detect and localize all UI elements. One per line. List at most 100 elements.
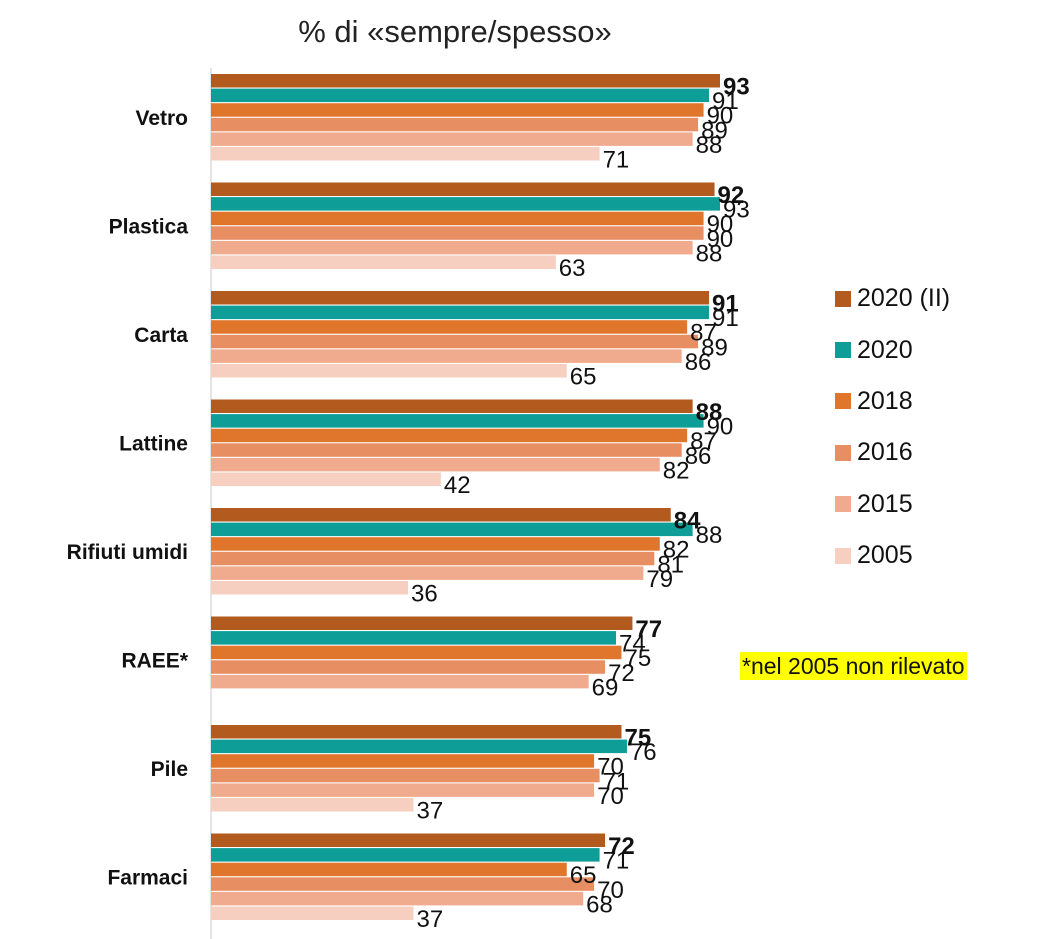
bar-vetro-2005 [211, 147, 600, 161]
value-label-pile-2020: 76 [630, 739, 657, 766]
category-label-carta: Carta [134, 324, 188, 347]
value-label-lattine-2020: 90 [707, 414, 734, 441]
category-label-farmaci: Farmaci [107, 866, 188, 889]
value-labels-layer: 9391908988719293909088639191878986658890… [411, 74, 750, 934]
legend-item-2020-ii: 2020 (II) [835, 273, 950, 324]
category-label-rifiuti-umidi: Rifiuti umidi [67, 541, 188, 564]
value-label-pile-2016: 71 [603, 768, 630, 795]
legend-label: 2016 [857, 438, 913, 467]
value-label-lattine-2020-ii: 88 [696, 399, 723, 426]
value-label-vetro-2015: 88 [696, 132, 723, 159]
bar-plastica-2018 [211, 211, 704, 226]
chart-title: % di «sempre/spesso» [298, 14, 612, 49]
bar-vetro-2016 [211, 117, 699, 132]
bar-plastica-2005 [211, 255, 556, 269]
value-label-pile-2018: 70 [597, 754, 624, 781]
bar-carta-2020-ii [211, 291, 710, 305]
legend-label: 2015 [857, 489, 913, 518]
value-label-carta-2020: 91 [712, 305, 739, 332]
bar-raee-2020-ii [211, 616, 633, 630]
bar-rifiuti-umidi-2016 [211, 551, 655, 566]
value-label-rifiuti-umidi-2016: 81 [657, 551, 684, 578]
bar-pile-2015 [211, 783, 595, 797]
value-label-vetro-2020-ii: 93 [723, 74, 750, 101]
value-label-plastica-2015: 88 [696, 240, 723, 267]
category-label-pile: Pile [151, 758, 188, 781]
bar-lattine-2020 [211, 414, 704, 428]
bars-layer [211, 74, 720, 920]
bar-lattine-2018 [211, 428, 688, 443]
bar-pile-2005 [211, 798, 414, 812]
bar-rifiuti-umidi-2005 [211, 581, 409, 595]
bar-pile-2020-ii [211, 725, 622, 739]
category-labels-layer: Vetro Plastica Carta Lattine Rifiuti umidi RA… [67, 107, 189, 889]
bar-pile-2018 [211, 754, 595, 768]
bar-pile-2016 [211, 768, 600, 783]
bar-farmaci-2016 [211, 877, 595, 891]
legend-item-2018: 2018 [835, 376, 950, 427]
value-label-vetro-2020: 91 [712, 88, 739, 115]
legend-swatch [835, 342, 851, 359]
value-label-farmaci-2018: 65 [570, 862, 597, 889]
value-label-farmaci-2020: 71 [603, 848, 630, 875]
value-label-vetro-2016: 89 [701, 117, 728, 144]
legend-item-2015: 2015 [835, 479, 950, 530]
value-label-vetro-2005: 71 [603, 147, 630, 174]
value-label-farmaci-2015: 68 [586, 891, 613, 918]
value-label-pile-2015: 70 [597, 783, 624, 810]
value-label-farmaci-2005: 37 [417, 906, 444, 933]
value-label-raee-2020-ii: 77 [635, 616, 662, 643]
value-label-carta-2005: 65 [570, 364, 597, 391]
bar-raee-2018 [211, 645, 622, 660]
bar-carta-2015 [211, 349, 682, 363]
value-label-plastica-2005: 63 [559, 255, 586, 282]
value-label-rifiuti-umidi-2005: 36 [411, 581, 438, 608]
legend-swatch [835, 496, 851, 513]
value-label-pile-2020-ii: 75 [624, 725, 651, 752]
bar-lattine-2016 [211, 443, 682, 457]
category-label-vetro: Vetro [135, 107, 188, 130]
legend-label: 2020 (II) [857, 284, 951, 313]
value-label-plastica-2020-ii: 92 [718, 182, 745, 209]
value-label-carta-2020-ii: 91 [712, 291, 739, 318]
value-label-rifiuti-umidi-2015: 79 [646, 566, 673, 593]
legend-label: 2020 [857, 335, 913, 364]
bar-vetro-2015 [211, 132, 693, 146]
value-label-raee-2016: 72 [608, 660, 635, 687]
value-label-plastica-2018: 90 [707, 211, 734, 238]
value-label-rifiuti-umidi-2020: 88 [696, 522, 723, 549]
bar-vetro-2020-ii [211, 74, 720, 88]
legend-swatch [835, 547, 851, 564]
value-label-carta-2015: 86 [685, 349, 712, 376]
footnote: *nel 2005 non rilevato [740, 652, 967, 680]
category-label-lattine: Lattine [119, 432, 188, 455]
bar-farmaci-2005 [211, 906, 414, 920]
bar-farmaci-2020 [211, 848, 600, 862]
bar-lattine-2005 [211, 472, 441, 486]
value-label-plastica-2016: 90 [707, 226, 734, 253]
bar-vetro-2018 [211, 103, 704, 117]
value-label-plastica-2020: 93 [723, 197, 750, 224]
bar-lattine-2015 [211, 457, 660, 472]
value-label-farmaci-2020-ii: 72 [608, 833, 635, 860]
bar-plastica-2020 [211, 197, 720, 211]
bar-rifiuti-umidi-2020 [211, 522, 693, 537]
value-label-rifiuti-umidi-2018: 82 [663, 537, 690, 564]
legend-item-2005: 2005 [835, 530, 950, 581]
bar-rifiuti-umidi-2015 [211, 566, 644, 580]
value-label-lattine-2018: 87 [690, 428, 717, 455]
bar-vetro-2020 [211, 88, 710, 103]
value-label-raee-2018: 75 [624, 645, 651, 672]
legend-swatch [835, 393, 851, 410]
bar-lattine-2020-ii [211, 399, 693, 413]
bar-raee-2020 [211, 631, 617, 645]
bar-plastica-2015 [211, 240, 693, 255]
bar-farmaci-2015 [211, 891, 584, 906]
bar-farmaci-2018 [211, 862, 567, 877]
bar-farmaci-2020-ii [211, 833, 606, 847]
legend-label: 2005 [857, 541, 913, 570]
bar-carta-2018 [211, 320, 688, 334]
legend-item-2016: 2016 [835, 427, 950, 478]
bar-raee-2016 [211, 660, 606, 674]
